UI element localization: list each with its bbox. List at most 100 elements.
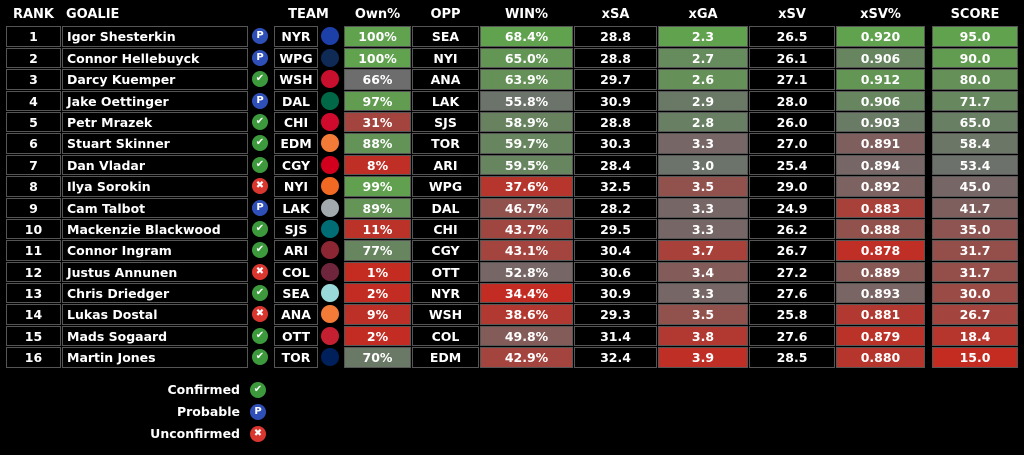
own-pct-cell: 77% — [344, 240, 411, 261]
win-pct-cell: 63.9% — [480, 69, 573, 90]
team-logo-icon — [321, 134, 339, 153]
table-row: 15 Mads Sogaard ✔ OTT 2% COL 49.8% 31.4 3.8 27.6 0… — [6, 325, 1018, 347]
rank-cell: 6 — [6, 133, 61, 154]
xsv-pct-cell: 0.894 — [836, 154, 925, 176]
status-cell: ✔ — [249, 218, 273, 240]
team-logo-icon — [321, 198, 339, 217]
legend-label: Probable — [176, 404, 240, 419]
opponent-cell: LAK — [412, 90, 479, 111]
table-row: 9 Cam Talbot P LAK 89% DAL 46.7% 28.2 3.3 24.9 0.8… — [6, 197, 1018, 219]
team-logo-cell — [318, 347, 343, 368]
header-own: Own% — [344, 5, 411, 26]
xsv-pct-cell: 0.883 — [836, 197, 925, 218]
xga-cell: 3.7 — [658, 240, 748, 261]
confirmed-status-icon: ✔ — [252, 113, 268, 130]
goalie-name-cell: Ilya Sorokin — [62, 176, 248, 197]
legend-label: Unconfirmed — [150, 426, 240, 441]
xsv-cell: 27.6 — [749, 325, 835, 347]
opponent-cell: SJS — [412, 111, 479, 133]
xga-cell: 3.0 — [658, 154, 748, 176]
team-cell: CGY — [274, 154, 318, 176]
own-pct-cell: 8% — [344, 154, 411, 176]
table-body: 1 Igor Shesterkin P NYR 100% SEA 68.4% 28.8 2.3 2… — [6, 26, 1018, 368]
xga-cell: 2.7 — [658, 47, 748, 69]
probable-status-icon: P — [252, 28, 268, 45]
team-logo-cell — [318, 133, 343, 154]
header-xsvp: xSV% — [836, 5, 925, 26]
team-logo-cell — [318, 283, 343, 304]
status-cell: ✔ — [249, 347, 273, 368]
table-row: 13 Chris Driedger ✔ SEA 2% NYR 34.4% 30.9 3.3 27.… — [6, 283, 1018, 304]
unconfirmed-status-icon: ✖ — [252, 306, 268, 323]
team-logo-icon — [321, 262, 339, 281]
xsa-cell: 30.9 — [574, 90, 657, 111]
rank-cell: 1 — [6, 26, 61, 47]
legend-item: Confirmed ✔ — [150, 380, 270, 402]
team-cell: SJS — [274, 218, 318, 240]
win-pct-cell: 52.8% — [480, 261, 573, 283]
xsv-pct-cell: 0.906 — [836, 90, 925, 111]
xsv-pct-cell: 0.879 — [836, 325, 925, 347]
table-row: 3 Darcy Kuemper ✔ WSH 66% ANA 63.9% 29.7 2.6 27.1… — [6, 69, 1018, 90]
score-cell: 45.0 — [932, 176, 1018, 197]
rank-cell: 10 — [6, 218, 61, 240]
confirmed-status-icon: ✔ — [250, 382, 266, 398]
xsa-cell: 30.3 — [574, 133, 657, 154]
xga-cell: 3.5 — [658, 304, 748, 325]
score-cell: 80.0 — [932, 69, 1018, 90]
status-cell: ✖ — [249, 304, 273, 325]
win-pct-cell: 58.9% — [480, 111, 573, 133]
table-row: 14 Lukas Dostal ✖ ANA 9% WSH 38.6% 29.3 3.5 25.8 0… — [6, 304, 1018, 325]
score-cell: 35.0 — [932, 218, 1018, 240]
opponent-cell: COL — [412, 325, 479, 347]
confirmed-status-icon: ✔ — [252, 71, 268, 88]
xga-cell: 3.8 — [658, 325, 748, 347]
xsv-cell: 26.1 — [749, 47, 835, 69]
opponent-cell: OTT — [412, 261, 479, 283]
own-pct-cell: 66% — [344, 69, 411, 90]
table-row: 7 Dan Vladar ✔ CGY 8% ARI 59.5% 28.4 3.0 25.4 0.89… — [6, 154, 1018, 176]
header-score: SCORE — [932, 5, 1018, 26]
goalie-name-cell: Connor Hellebuyck — [62, 47, 248, 69]
table-row: 4 Jake Oettinger P DAL 97% LAK 55.8% 30.9 2.9 28.… — [6, 90, 1018, 112]
status-legend: Confirmed ✔ Probable P Unconfirmed ✖ — [150, 380, 270, 446]
score-cell: 53.4 — [932, 154, 1018, 176]
xsv-cell: 27.2 — [749, 261, 835, 283]
score-cell: 58.4 — [932, 133, 1018, 154]
score-cell: 90.0 — [932, 47, 1018, 69]
opponent-cell: EDM — [412, 347, 479, 368]
rank-cell: 9 — [6, 197, 61, 218]
win-pct-cell: 68.4% — [480, 26, 573, 47]
xsa-cell: 28.2 — [574, 197, 657, 218]
team-logo-icon — [321, 177, 339, 196]
opponent-cell: CHI — [412, 218, 479, 240]
status-cell: ✔ — [249, 111, 273, 133]
team-logo-icon — [321, 91, 339, 110]
confirmed-status-icon: ✔ — [252, 349, 268, 366]
xga-cell: 2.6 — [658, 69, 748, 90]
xsa-cell: 32.4 — [574, 347, 657, 368]
xsv-pct-cell: 0.889 — [836, 261, 925, 283]
team-cell: ANA — [274, 304, 318, 325]
opponent-cell: DAL — [412, 197, 479, 218]
header-xsv: xSV — [749, 5, 835, 26]
team-logo-cell — [318, 154, 343, 176]
unconfirmed-status-icon: ✖ — [250, 426, 266, 442]
rank-cell: 14 — [6, 304, 61, 325]
opponent-cell: ANA — [412, 69, 479, 90]
win-pct-cell: 37.6% — [480, 176, 573, 197]
xsv-cell: 26.5 — [749, 26, 835, 47]
table-row: 6 Stuart Skinner ✔ EDM 88% TOR 59.7% 30.3 3.3 27.… — [6, 133, 1018, 154]
status-cell: ✔ — [249, 240, 273, 261]
goalie-name-cell: Cam Talbot — [62, 197, 248, 218]
xsa-cell: 29.7 — [574, 69, 657, 90]
win-pct-cell: 59.7% — [480, 133, 573, 154]
goalie-name-cell: Mackenzie Blackwood — [62, 218, 248, 240]
xsv-pct-cell: 0.891 — [836, 133, 925, 154]
xsa-cell: 28.8 — [574, 111, 657, 133]
xsa-cell: 28.4 — [574, 154, 657, 176]
xga-cell: 2.3 — [658, 26, 748, 47]
xsv-cell: 26.7 — [749, 240, 835, 261]
team-logo-icon — [321, 326, 339, 345]
xga-cell: 2.9 — [658, 90, 748, 111]
